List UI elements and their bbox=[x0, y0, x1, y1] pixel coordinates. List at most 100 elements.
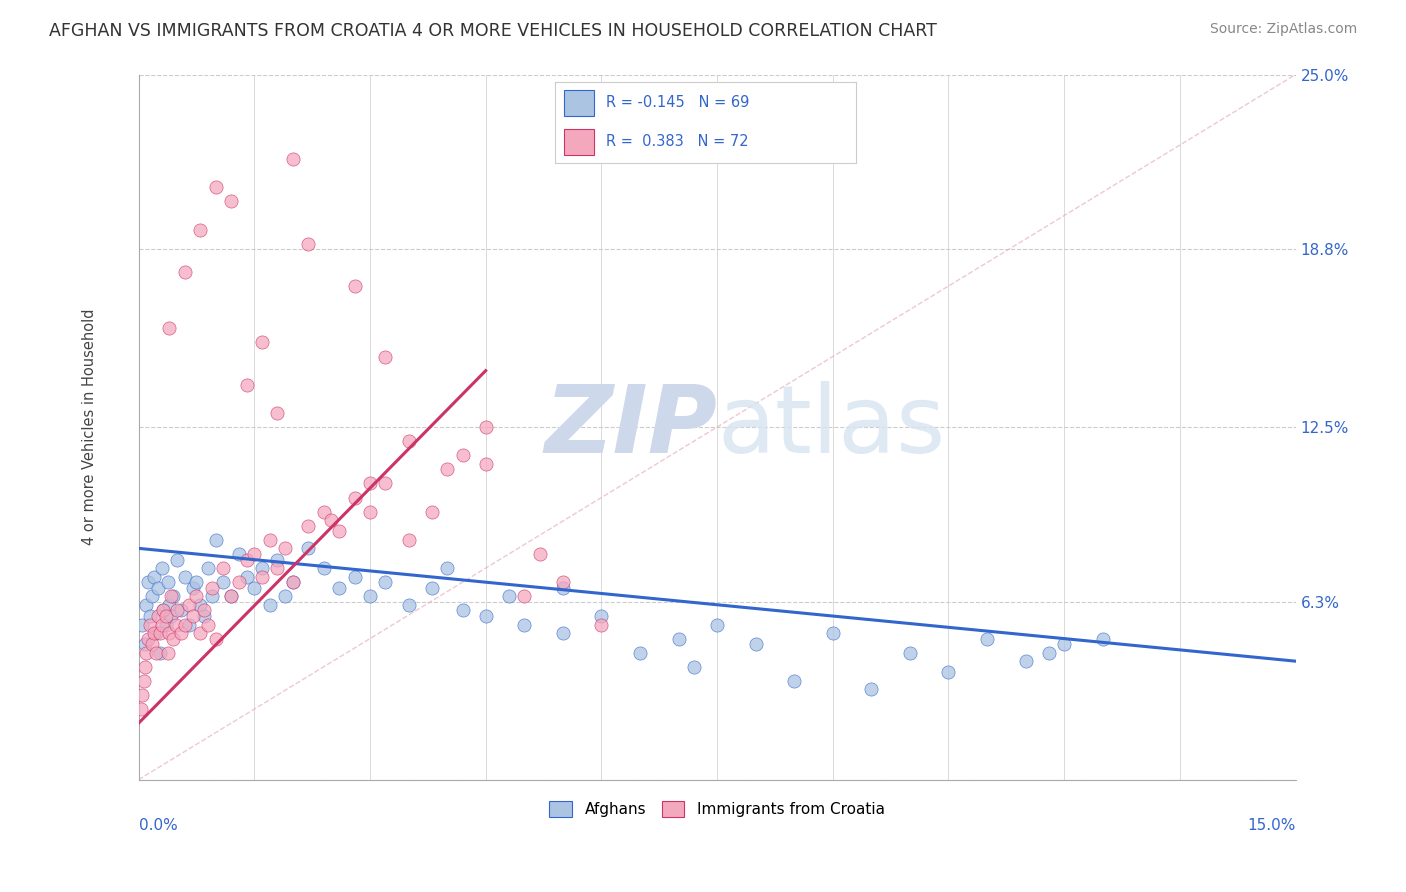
Point bbox=[177, 617, 200, 632]
Point bbox=[188, 626, 211, 640]
Point bbox=[343, 569, 366, 583]
Point bbox=[312, 505, 335, 519]
Point bbox=[1091, 632, 1114, 646]
Point bbox=[228, 575, 250, 590]
Point bbox=[297, 518, 319, 533]
Point bbox=[160, 609, 183, 624]
Point bbox=[186, 589, 208, 603]
Point bbox=[197, 617, 219, 632]
Point bbox=[157, 626, 180, 640]
Point bbox=[181, 609, 204, 624]
Point bbox=[157, 598, 180, 612]
Point bbox=[160, 589, 183, 603]
Point bbox=[343, 491, 366, 505]
Point bbox=[683, 660, 706, 674]
Point bbox=[374, 575, 396, 590]
Legend: Afghans, Immigrants from Croatia: Afghans, Immigrants from Croatia bbox=[541, 794, 893, 825]
Point bbox=[132, 673, 155, 688]
Point bbox=[243, 547, 266, 561]
Point bbox=[170, 603, 193, 617]
Point bbox=[266, 406, 288, 420]
Point bbox=[398, 434, 420, 449]
Point bbox=[204, 533, 226, 547]
Point bbox=[156, 575, 179, 590]
Point bbox=[474, 457, 496, 471]
Point bbox=[551, 626, 574, 640]
Point bbox=[374, 476, 396, 491]
Point bbox=[201, 581, 224, 595]
Point bbox=[451, 603, 474, 617]
Point bbox=[136, 632, 159, 646]
Point bbox=[938, 665, 960, 680]
Point bbox=[359, 589, 381, 603]
Point bbox=[129, 702, 152, 716]
Point bbox=[274, 541, 297, 556]
Point bbox=[193, 609, 215, 624]
Point bbox=[134, 637, 156, 651]
Point bbox=[136, 575, 159, 590]
Point bbox=[420, 581, 443, 595]
Point bbox=[135, 646, 157, 660]
Point bbox=[297, 236, 319, 251]
Point bbox=[359, 476, 381, 491]
Point bbox=[474, 609, 496, 624]
Point bbox=[173, 617, 195, 632]
Point bbox=[235, 377, 257, 392]
Point bbox=[860, 682, 883, 697]
Point bbox=[157, 321, 180, 335]
Point bbox=[274, 589, 297, 603]
Point bbox=[783, 673, 806, 688]
Point bbox=[145, 626, 167, 640]
Point bbox=[141, 589, 163, 603]
Point bbox=[188, 598, 211, 612]
Point bbox=[243, 581, 266, 595]
Point bbox=[398, 533, 420, 547]
Point bbox=[628, 646, 651, 660]
Point bbox=[170, 626, 193, 640]
Text: atlas: atlas bbox=[717, 381, 945, 473]
Point bbox=[146, 581, 169, 595]
Point bbox=[591, 617, 613, 632]
Point bbox=[193, 603, 215, 617]
Point bbox=[212, 575, 235, 590]
Point bbox=[235, 569, 257, 583]
Point bbox=[1038, 646, 1060, 660]
Point bbox=[152, 603, 174, 617]
Point bbox=[250, 569, 273, 583]
Point bbox=[197, 561, 219, 575]
Point bbox=[186, 575, 208, 590]
Point bbox=[591, 609, 613, 624]
Point bbox=[513, 617, 536, 632]
Point bbox=[529, 547, 551, 561]
Point bbox=[166, 552, 188, 566]
Point bbox=[173, 569, 195, 583]
Text: Source: ZipAtlas.com: Source: ZipAtlas.com bbox=[1209, 22, 1357, 37]
Point bbox=[143, 569, 166, 583]
Point bbox=[374, 350, 396, 364]
Point bbox=[146, 609, 169, 624]
Point bbox=[420, 505, 443, 519]
Point bbox=[312, 561, 335, 575]
Point bbox=[898, 646, 921, 660]
Point bbox=[668, 632, 690, 646]
Point bbox=[204, 632, 226, 646]
Text: ZIP: ZIP bbox=[544, 381, 717, 473]
Point bbox=[398, 598, 420, 612]
Point bbox=[259, 533, 281, 547]
Point bbox=[143, 626, 166, 640]
Text: 4 or more Vehicles in Household: 4 or more Vehicles in Household bbox=[83, 309, 97, 545]
Point bbox=[1053, 637, 1076, 651]
Point bbox=[212, 561, 235, 575]
Point bbox=[149, 626, 172, 640]
Point bbox=[321, 513, 343, 527]
Point bbox=[219, 194, 242, 209]
Point bbox=[181, 581, 204, 595]
Point bbox=[156, 646, 179, 660]
Point bbox=[177, 598, 200, 612]
Point bbox=[328, 581, 350, 595]
Point bbox=[139, 609, 162, 624]
Point bbox=[821, 626, 844, 640]
Point bbox=[219, 589, 242, 603]
Point bbox=[173, 265, 195, 279]
Point bbox=[328, 524, 350, 539]
